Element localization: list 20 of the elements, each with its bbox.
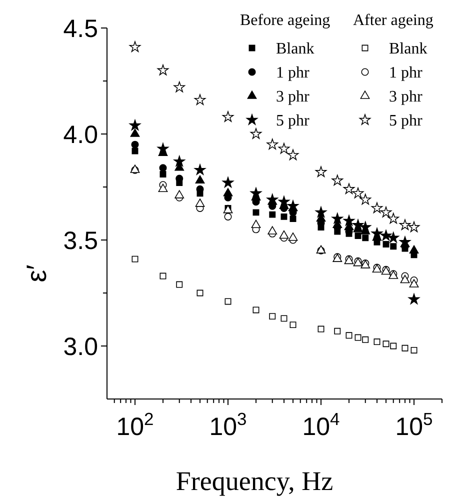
x-tick-label: 10$^{3}$ — [209, 409, 247, 441]
legend-label: 1 phr — [389, 64, 423, 82]
legend-label: Blank — [276, 40, 314, 58]
x-tick-label: 10$^{2}$ — [116, 409, 154, 441]
legend-label: 5 phr — [276, 112, 310, 130]
x-axis-title: Frequency, Hz — [176, 466, 334, 496]
y-tick-label: 3.5 — [63, 226, 98, 255]
y-tick-label: 4.5 — [63, 14, 98, 43]
y-tick-label: 3.0 — [63, 332, 98, 361]
annotation: After ageing — [353, 12, 434, 29]
legend-label: 1 phr — [276, 64, 310, 82]
annotation: Before ageing — [240, 12, 330, 29]
x-tick-label: 10$^{4}$ — [302, 409, 340, 441]
legend-label: 3 phr — [389, 88, 423, 106]
legend-label: Blank — [389, 40, 428, 58]
legend-label: 5 phr — [389, 112, 423, 130]
legend-label: 3 phr — [276, 88, 310, 106]
y-tick-label: 4.0 — [63, 120, 98, 149]
y-axis-title: ε′ — [21, 264, 52, 282]
x-tick-label: 10$^{5}$ — [395, 409, 433, 441]
